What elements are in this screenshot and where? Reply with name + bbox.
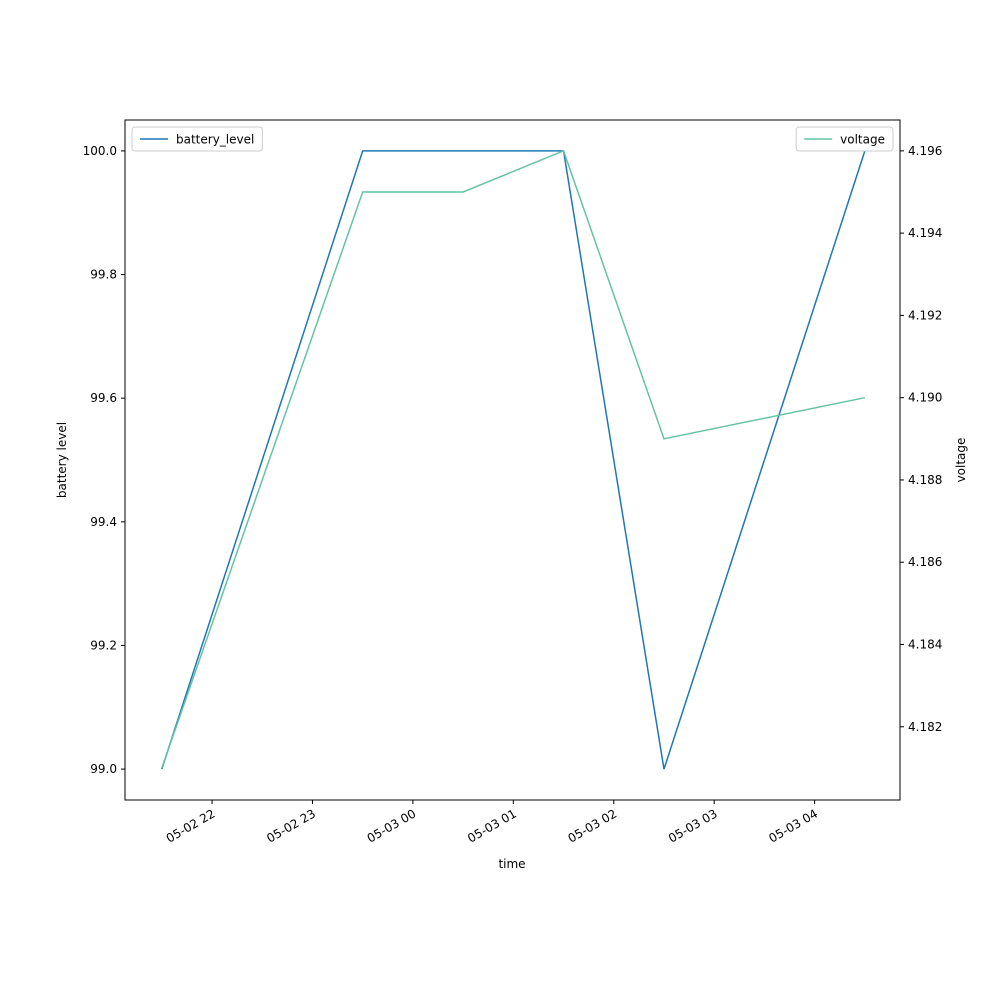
y2-tick-label: 4.186 <box>908 555 942 569</box>
x-tick-label: 05-03 03 <box>666 806 720 845</box>
y-tick-label: 99.8 <box>90 268 117 282</box>
y-tick-label: 99.0 <box>90 762 117 776</box>
legend-box <box>795 126 894 152</box>
legend: voltage <box>795 126 894 152</box>
y-tick-label: 99.6 <box>90 391 117 405</box>
series-line <box>161 149 866 769</box>
y-tick-label: 99.4 <box>90 515 117 529</box>
x-tick-label: 05-03 00 <box>365 806 419 845</box>
plot-frame <box>124 119 901 801</box>
y-tick-label: 99.2 <box>90 638 117 652</box>
y2-tick-label: 4.192 <box>908 308 942 322</box>
x-tick-label: 05-03 02 <box>566 806 620 845</box>
y2-tick-label: 4.190 <box>908 391 942 405</box>
x-tick-label: 05-03 01 <box>465 806 519 845</box>
series-line <box>161 150 866 770</box>
x-tick-label: 05-03 04 <box>766 806 820 845</box>
y2-tick-label: 4.194 <box>908 226 942 240</box>
x-tick-label: 05-02 23 <box>264 806 318 845</box>
y-tick-label: 100.0 <box>83 144 117 158</box>
y2-tick-label: 4.184 <box>908 638 942 652</box>
x-axis-label: time <box>498 857 525 871</box>
y2-tick-label: 4.188 <box>908 473 942 487</box>
y-axis-label: battery level <box>55 422 69 498</box>
x-tick-label: 05-02 22 <box>164 806 218 845</box>
y2-tick-label: 4.182 <box>908 720 942 734</box>
legend-label: voltage <box>840 133 885 147</box>
y2-axis-label: voltage <box>954 438 968 483</box>
legend-box <box>131 126 263 152</box>
y2-tick-label: 4.196 <box>908 144 942 158</box>
legend-label: battery_level <box>176 133 254 147</box>
legend: battery_level <box>131 126 263 152</box>
